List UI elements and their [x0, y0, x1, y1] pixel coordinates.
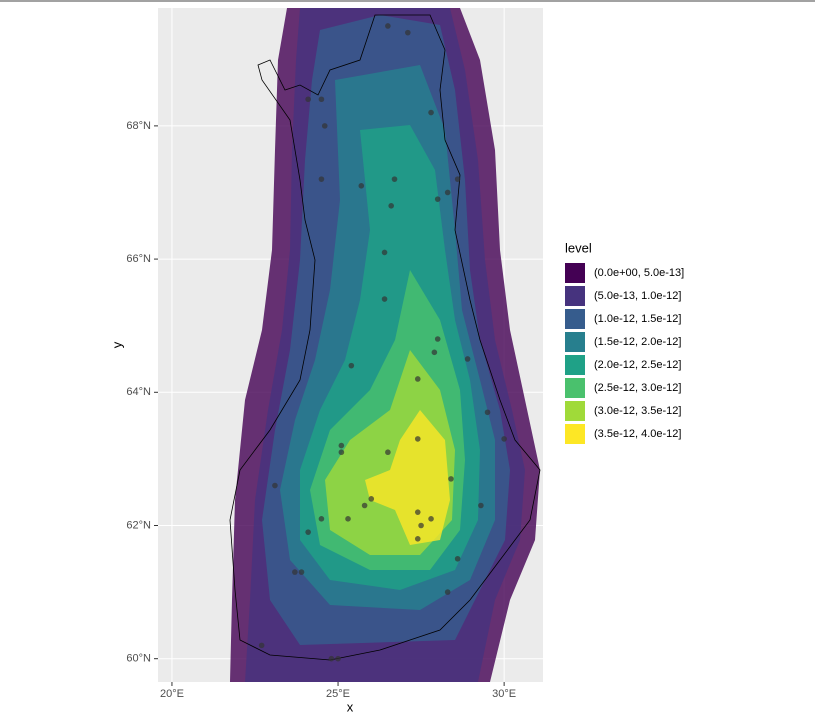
- legend-label: (1.0e-12, 1.5e-12]: [594, 313, 681, 325]
- point: [434, 336, 441, 342]
- point: [318, 516, 325, 522]
- x-tick-label: 25°E: [326, 688, 350, 700]
- y-tick-label: 64°N: [126, 386, 151, 398]
- legend-label: (1.5e-12, 2.0e-12]: [594, 336, 681, 348]
- point: [381, 249, 388, 256]
- legend-swatch: [565, 332, 585, 352]
- point: [414, 436, 421, 442]
- legend-label: (3.0e-12, 3.5e-12]: [594, 405, 681, 417]
- y-tick-label: 66°N: [126, 253, 151, 265]
- x-tick-label: 30°E: [492, 688, 516, 700]
- point: [328, 655, 335, 662]
- point: [405, 29, 411, 36]
- point: [428, 109, 434, 116]
- legend-label: (5.0e-13, 1.0e-12]: [594, 290, 681, 302]
- point: [385, 449, 391, 456]
- legend-swatch: [565, 378, 585, 398]
- y-tick-label: 68°N: [126, 120, 151, 132]
- point: [272, 482, 278, 489]
- point: [345, 516, 351, 522]
- legend-swatch: [565, 355, 585, 375]
- point: [501, 436, 507, 442]
- point: [414, 536, 421, 542]
- legend-label: (2.5e-12, 3.0e-12]: [594, 382, 681, 394]
- point: [368, 496, 375, 502]
- x-tick-label: 20°E: [160, 688, 184, 700]
- point: [305, 96, 311, 103]
- point: [431, 349, 438, 356]
- point: [348, 362, 355, 369]
- point: [361, 502, 368, 509]
- legend-label: (2.0e-12, 2.5e-12]: [594, 359, 681, 371]
- point: [414, 509, 421, 515]
- point: [388, 203, 394, 209]
- point: [444, 589, 451, 595]
- point: [338, 442, 345, 449]
- legend-title: level: [565, 240, 592, 255]
- point: [448, 476, 454, 482]
- point: [358, 183, 365, 189]
- point: [484, 409, 491, 416]
- point: [391, 176, 398, 182]
- legend-swatch: [565, 286, 585, 306]
- point: [305, 529, 311, 535]
- country-outline: [229, 14, 541, 661]
- point: [338, 449, 345, 456]
- legend-swatch: [565, 401, 585, 421]
- point: [454, 555, 461, 562]
- legend-swatch: [565, 263, 585, 283]
- point: [478, 502, 484, 509]
- point: [464, 356, 471, 362]
- legend-swatch: [565, 424, 585, 444]
- point: [321, 123, 328, 129]
- y-tick-label: 62°N: [126, 519, 151, 531]
- legend-label: (3.5e-12, 4.0e-12]: [594, 428, 681, 440]
- point: [414, 376, 421, 382]
- point: [428, 516, 434, 522]
- point: [454, 176, 461, 182]
- point: [258, 642, 265, 649]
- point: [318, 96, 325, 103]
- contour-region: [365, 410, 450, 545]
- y-tick-label: 60°N: [126, 653, 151, 665]
- point: [418, 522, 424, 529]
- point: [298, 569, 305, 575]
- y-axis-label: y: [109, 341, 124, 348]
- point: [434, 196, 441, 202]
- legend-swatch: [565, 309, 585, 329]
- x-axis-label: x: [347, 699, 354, 714]
- point: [381, 296, 388, 302]
- point: [335, 655, 341, 662]
- point: [385, 23, 391, 29]
- point: [292, 569, 298, 575]
- legend-label: (0.0e+00, 5.0e-13]: [594, 267, 684, 279]
- point: [318, 176, 325, 182]
- point: [444, 189, 451, 196]
